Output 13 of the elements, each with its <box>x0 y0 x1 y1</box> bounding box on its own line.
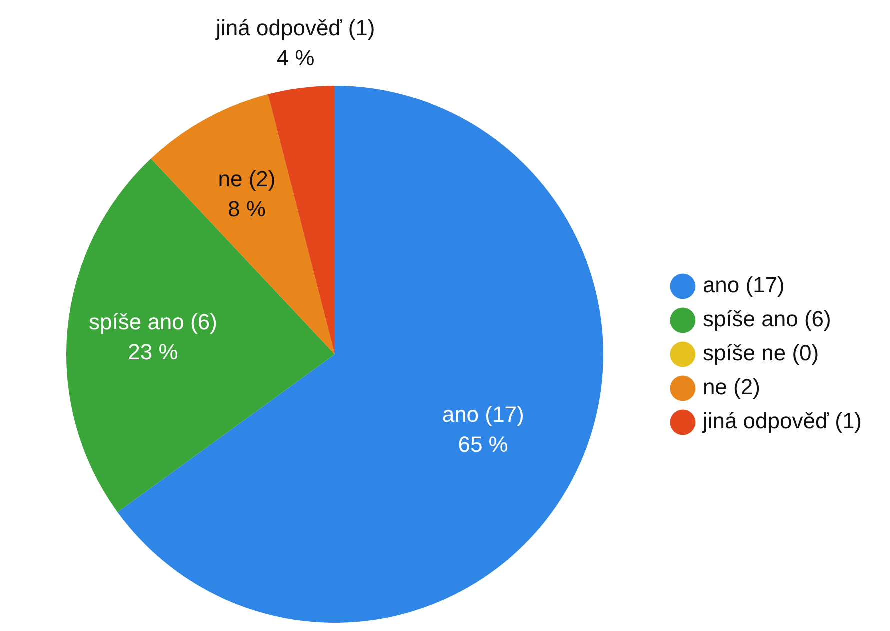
slice-label: spíše ano (6) <box>88 309 218 334</box>
data-label: 65 % <box>458 432 508 458</box>
legend-label: jiná odpověď (1) <box>702 408 862 434</box>
slice-label: ne (2) <box>218 166 276 192</box>
slice-label: jiná odpověď (1) <box>215 16 376 41</box>
data-label: 8 % <box>228 196 266 222</box>
legend-label: ano (17) <box>702 272 785 298</box>
data-label: 23 % <box>128 339 178 364</box>
legend-label: spíše ano (6) <box>702 306 832 332</box>
slice-label: ano (17) <box>442 402 524 428</box>
legend-label: spíše ne (0) <box>702 340 820 366</box>
legend-label: ne (2) <box>702 374 760 400</box>
data-label: 4 % <box>276 46 315 71</box>
